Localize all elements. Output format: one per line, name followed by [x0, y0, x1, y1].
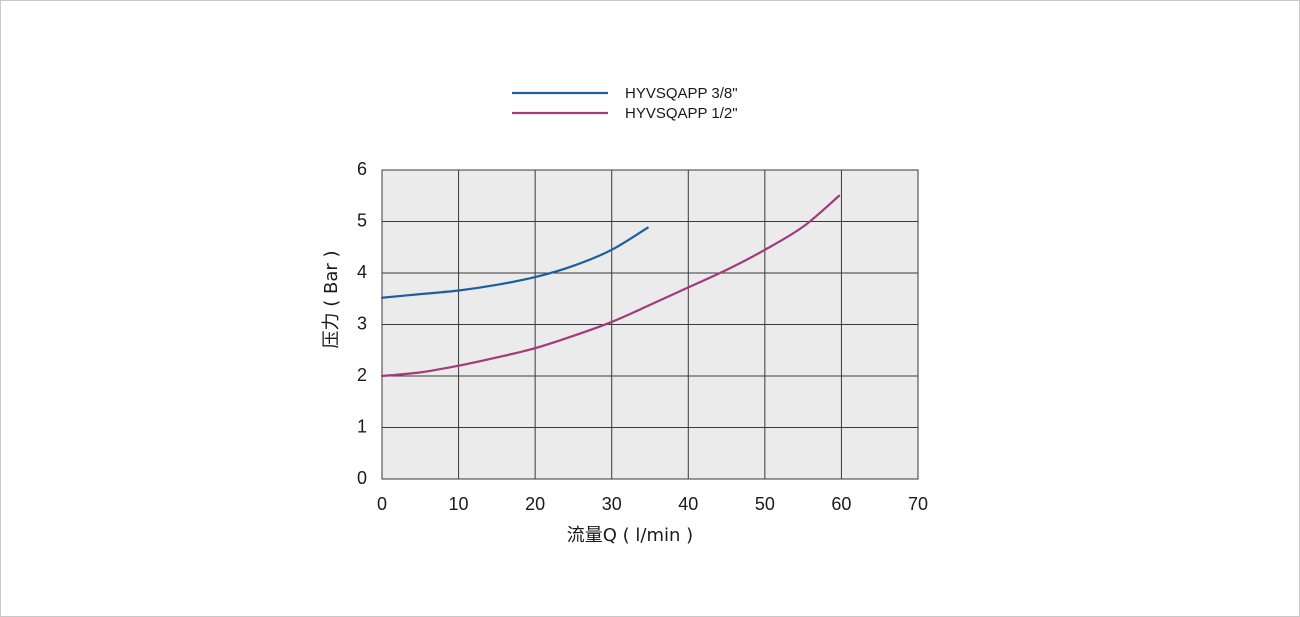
y-tick-label: 0	[357, 468, 367, 488]
x-tick-label: 50	[755, 494, 775, 514]
y-axis-label: 压力 ( Bar )	[321, 251, 342, 349]
x-tick-label: 40	[678, 494, 698, 514]
plot-border	[381, 169, 919, 480]
x-axis-label: 流量Q ( l/min )	[567, 525, 693, 546]
x-tick-label: 60	[831, 494, 851, 514]
series-line-2	[380, 194, 841, 378]
legend-label-2: HYVSQAPP 1/2"	[625, 105, 738, 122]
y-tick-label: 6	[357, 159, 367, 179]
x-tick-labels: 0 10 20 30 40 50 60 70	[377, 494, 928, 514]
x-tick-label: 30	[602, 494, 622, 514]
y-tick-label: 5	[357, 211, 367, 231]
legend: HYVSQAPP 3/8" HYVSQAPP 1/2"	[512, 85, 738, 122]
y-tick-label: 1	[357, 417, 367, 437]
legend-label-1: HYVSQAPP 3/8"	[625, 85, 738, 102]
x-tick-label: 10	[449, 494, 469, 514]
series-lines	[380, 194, 841, 378]
y-tick-label: 4	[357, 262, 367, 282]
x-tick-label: 70	[908, 494, 928, 514]
y-tick-label: 3	[357, 314, 367, 334]
x-tick-label: 20	[525, 494, 545, 514]
x-tick-label: 0	[377, 494, 387, 514]
series-line-1	[380, 226, 649, 299]
y-tick-labels: 0 1 2 3 4 5 6	[357, 159, 367, 488]
y-tick-label: 2	[357, 365, 367, 385]
